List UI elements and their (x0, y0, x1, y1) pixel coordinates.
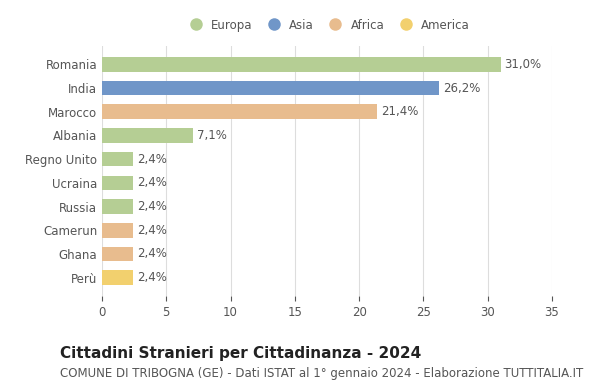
Text: 2,4%: 2,4% (137, 271, 167, 284)
Bar (102, 81, 439, 95)
Text: 2,4%: 2,4% (137, 200, 167, 213)
Text: COMUNE DI TRIBOGNA (GE) - Dati ISTAT al 1° gennaio 2024 - Elaborazione TUTTITALI: COMUNE DI TRIBOGNA (GE) - Dati ISTAT al … (60, 367, 583, 380)
Legend: Europa, Asia, Africa, America: Europa, Asia, Africa, America (179, 14, 475, 36)
Text: 2,4%: 2,4% (137, 153, 167, 166)
Text: 31,0%: 31,0% (505, 58, 542, 71)
Bar (102, 176, 133, 190)
Text: 7,1%: 7,1% (197, 129, 227, 142)
Bar (102, 199, 133, 214)
Text: 26,2%: 26,2% (443, 82, 480, 95)
Bar (102, 128, 193, 143)
Bar (102, 270, 133, 285)
Text: Cittadini Stranieri per Cittadinanza - 2024: Cittadini Stranieri per Cittadinanza - 2… (60, 346, 421, 361)
Bar (102, 105, 377, 119)
Bar (102, 152, 133, 166)
Bar (102, 247, 133, 261)
Text: 2,4%: 2,4% (137, 176, 167, 189)
Text: 21,4%: 21,4% (381, 105, 418, 118)
Bar (102, 57, 500, 72)
Text: 2,4%: 2,4% (137, 247, 167, 260)
Text: 2,4%: 2,4% (137, 224, 167, 237)
Bar (102, 223, 133, 238)
